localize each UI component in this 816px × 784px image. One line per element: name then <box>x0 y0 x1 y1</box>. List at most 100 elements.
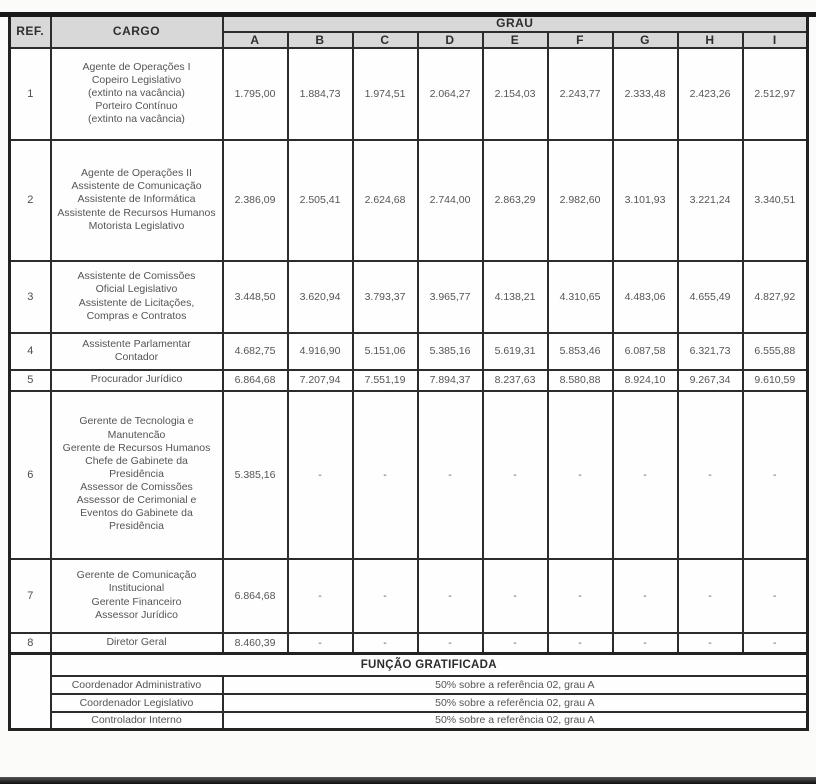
salary-cell: 4.827,92 <box>741 259 809 334</box>
cargo-name: Oficial Legislativo <box>95 283 178 296</box>
top-edge-bar <box>0 12 816 17</box>
funcao-value: 50% sobre a referência 02, grau A <box>221 692 809 713</box>
cargo-name: Agente de Operações I <box>82 60 191 73</box>
salary-cell: 2.744,00 <box>416 138 484 262</box>
cargo-name: Assistente de Informática <box>77 193 196 206</box>
cargo-name: Gerente de Tecnologia e Manutencão <box>79 415 194 441</box>
salary-cell: 8.924,10 <box>611 368 679 392</box>
funcao-row: Controlador Interno 50% sobre a referênc… <box>10 710 809 731</box>
funcao-name: Coordenador Legislativo <box>49 692 224 713</box>
footer-empty-cell <box>8 652 52 731</box>
salary-cell: 6.321,73 <box>676 331 744 371</box>
ref-cell: 6 <box>8 389 52 560</box>
salary-cell: 3.448,50 <box>221 259 289 334</box>
header-row-1: REF. CARGO GRAU <box>8 12 809 49</box>
salary-cell: 3.221,24 <box>676 138 744 262</box>
funcao-gratificada-title: FUNÇÃO GRATIFICADA <box>49 652 809 677</box>
cargo-cell: Procurador Jurídico <box>49 368 224 392</box>
table-row: 8 Diretor Geral 8.460,39 - - - - - - - - <box>8 631 809 655</box>
salary-cell: 3.101,93 <box>611 138 679 262</box>
salary-cell: 2.423,26 <box>676 46 744 141</box>
cargo-name: Assessor Jurídico <box>95 608 178 621</box>
cargo-name: Diretor Geral <box>106 636 167 649</box>
salary-cell: - <box>286 389 354 560</box>
salary-cell: 4.655,49 <box>676 259 744 334</box>
cargo-name: Gerente de Recursos Humanos <box>62 441 211 454</box>
salary-cell: 9.267,34 <box>676 368 744 392</box>
salary-cell: 8.580,88 <box>546 368 614 392</box>
cargo-cell: Diretor Geral <box>49 631 224 655</box>
salary-cell: 4.310,65 <box>546 259 614 334</box>
cargo-name: Porteiro Contínuo (extinto na vacância) <box>88 100 185 126</box>
salary-cell: - <box>741 631 809 655</box>
grade-header-f: F <box>546 30 614 49</box>
cargo-name: Gerente de Comunicação Institucional <box>76 569 197 595</box>
salary-cell: 1.795,00 <box>221 46 289 141</box>
cargo-name: Assistente de Comissões <box>77 270 196 283</box>
salary-cell: 5.853,46 <box>546 331 614 371</box>
salary-cell: - <box>546 557 614 634</box>
table-row: 3 Assistente de Comissões Oficial Legisl… <box>8 259 809 334</box>
funcao-value: 50% sobre a referência 02, grau A <box>221 710 809 731</box>
table-row: 5 Procurador Jurídico 6.864,68 7.207,94 … <box>8 368 809 392</box>
salary-cell: 6.864,68 <box>221 368 289 392</box>
cargo-cell: Agente de Operações I Copeiro Legislativ… <box>49 46 224 141</box>
funcao-row: Coordenador Legislativo 50% sobre a refe… <box>10 692 809 713</box>
cargo-cell: Gerente de Comunicação Institucional Ger… <box>49 557 224 634</box>
salary-cell: 2.505,41 <box>286 138 354 262</box>
salary-cell: - <box>741 557 809 634</box>
cargo-name: Motorista Legislativo <box>88 219 185 232</box>
salary-cell: 4.916,90 <box>286 331 354 371</box>
table-row: 7 Gerente de Comunicação Institucional G… <box>8 557 809 634</box>
salary-cell: 2.333,48 <box>611 46 679 141</box>
salary-cell: 3.340,51 <box>741 138 809 262</box>
salary-cell: - <box>481 389 549 560</box>
table-row: 4 Assistente Parlamentar Contador 4.682,… <box>8 331 809 371</box>
grade-header-a: A <box>221 30 289 49</box>
funcao-gratificada-header-row: FUNÇÃO GRATIFICADA <box>8 652 809 731</box>
funcao-value: 50% sobre a referência 02, grau A <box>221 674 809 695</box>
salary-cell: 3.965,77 <box>416 259 484 334</box>
salary-table: REF. CARGO GRAU A B C D E F G H I 1 Agen… <box>8 12 810 731</box>
salary-cell: - <box>611 631 679 655</box>
salary-cell: 5.385,16 <box>221 389 289 560</box>
grade-header-g: G <box>611 30 679 49</box>
salary-cell: 2.064,27 <box>416 46 484 141</box>
salary-cell: 6.087,58 <box>611 331 679 371</box>
ref-cell: 4 <box>8 331 52 371</box>
cargo-name: Assistente de Licitações, Compras e Cont… <box>78 296 195 322</box>
grade-header-b: B <box>286 30 354 49</box>
salary-cell: 1.884,73 <box>286 46 354 141</box>
table-row: 2 Agente de Operações II Assistente de C… <box>8 138 809 262</box>
cargo-name: Agente de Operações II <box>81 167 192 180</box>
salary-cell: 8.460,39 <box>221 631 289 655</box>
salary-cell: 2.982,60 <box>546 138 614 262</box>
grade-header-i: I <box>741 30 809 49</box>
ref-cell: 2 <box>8 138 52 262</box>
salary-cell: 8.237,63 <box>481 368 549 392</box>
ref-cell: 3 <box>8 259 52 334</box>
salary-cell: 2.863,29 <box>481 138 549 262</box>
salary-cell: - <box>416 557 484 634</box>
salary-cell: - <box>286 557 354 634</box>
salary-cell: 5.151,06 <box>351 331 419 371</box>
cargo-name: Gerente Financeiro <box>91 595 182 608</box>
cargo-name: Assistente Parlamentar <box>82 337 191 350</box>
salary-cell: - <box>611 557 679 634</box>
salary-cell: - <box>481 631 549 655</box>
salary-cell: 4.682,75 <box>221 331 289 371</box>
salary-cell: 1.974,51 <box>351 46 419 141</box>
ref-cell: 8 <box>8 631 52 655</box>
salary-cell: - <box>416 631 484 655</box>
salary-cell: 2.243,77 <box>546 46 614 141</box>
salary-cell: 7.207,94 <box>286 368 354 392</box>
salary-cell: - <box>416 389 484 560</box>
grade-header-c: C <box>351 30 419 49</box>
salary-cell: - <box>546 631 614 655</box>
ref-cell: 1 <box>8 46 52 141</box>
ref-cell: 5 <box>8 368 52 392</box>
salary-cell: - <box>481 557 549 634</box>
funcao-name: Coordenador Administrativo <box>49 674 224 695</box>
funcao-row: Coordenador Administrativo 50% sobre a r… <box>10 674 809 695</box>
salary-cell: 7.551,19 <box>351 368 419 392</box>
